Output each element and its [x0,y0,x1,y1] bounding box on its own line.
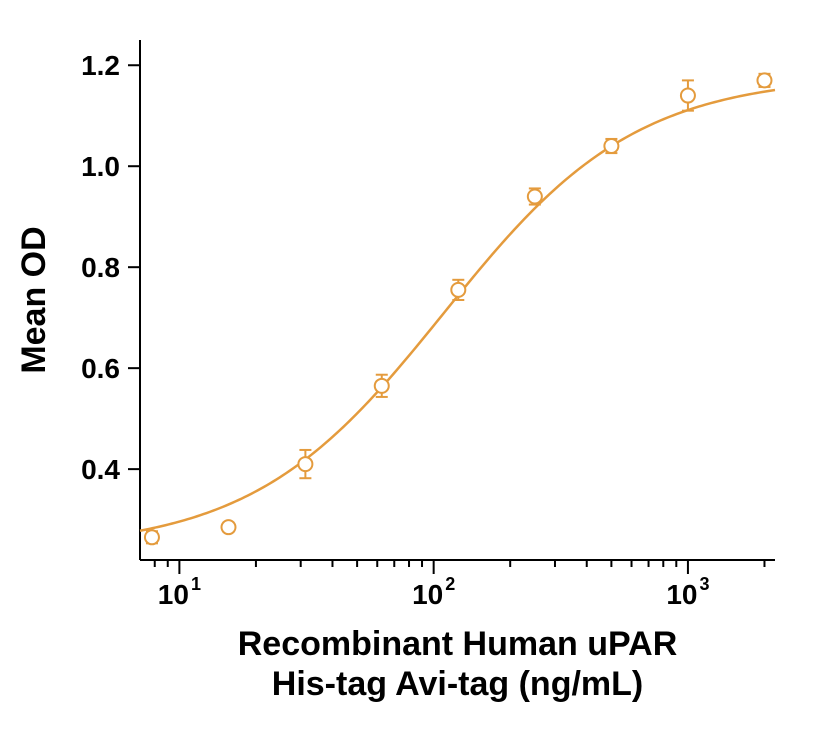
data-point [757,73,771,87]
y-axis-title: Mean OD [15,226,53,373]
data-point [221,520,235,534]
x-tick-label: 103 [666,574,709,610]
data-point [298,457,312,471]
data-point [451,283,465,297]
y-tick-label: 0.4 [81,454,120,485]
data-point [375,379,389,393]
data-point [145,530,159,544]
y-tick-label: 0.8 [81,252,120,283]
y-tick-label: 1.0 [81,151,120,182]
data-point [681,89,695,103]
y-tick-label: 0.6 [81,353,120,384]
y-tick-label: 1.2 [81,50,120,81]
data-point [528,190,542,204]
x-tick-label: 101 [158,574,201,610]
x-axis-title-line2: His-tag Avi-tag (ng/mL) [272,665,643,703]
x-axis-title-line1: Recombinant Human uPAR [238,625,678,663]
x-tick-label: 102 [412,574,455,610]
chart-svg: 0.4 0.6 0.8 1.0 1.2 101 102 103 Mean OD Recombina… [0,0,832,738]
data-point [604,139,618,153]
chart-root: 0.4 0.6 0.8 1.0 1.2 101 102 103 Mean OD Recombina… [0,0,832,738]
